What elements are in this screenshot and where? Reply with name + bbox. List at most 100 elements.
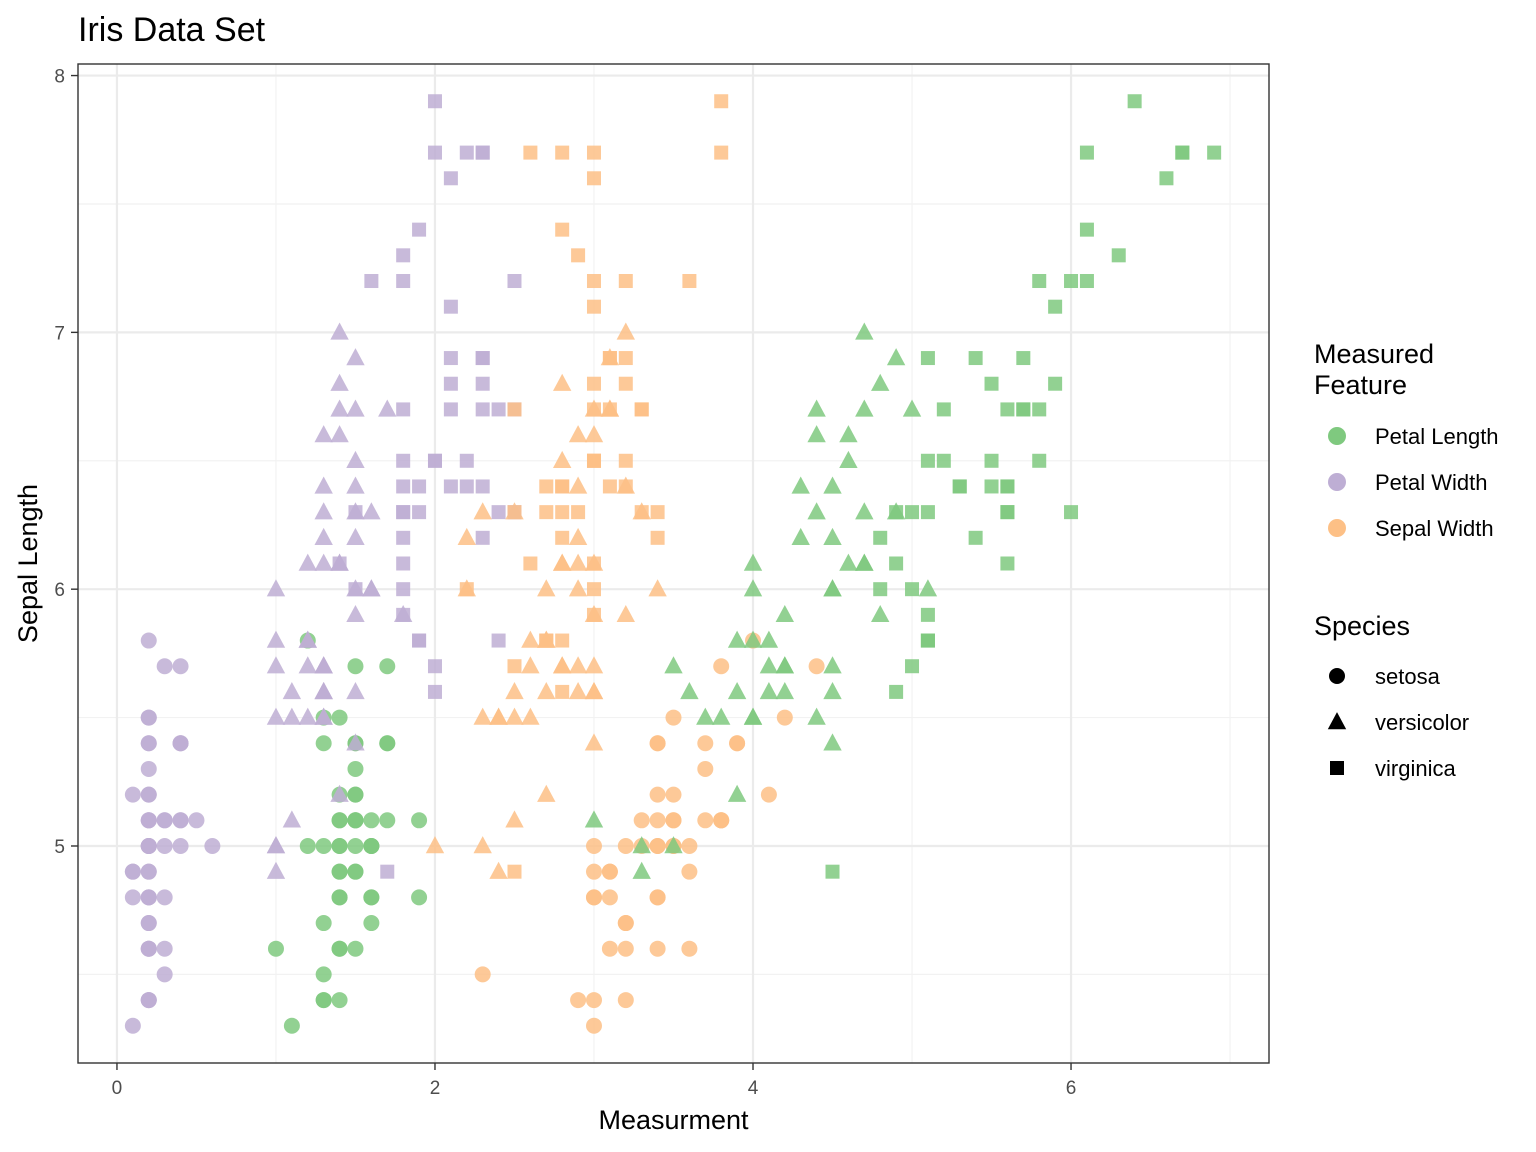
data-point (727, 681, 747, 700)
data-point (905, 505, 920, 520)
x-tick-label: 2 (430, 1078, 441, 1099)
data-point (539, 633, 554, 648)
data-point (568, 425, 588, 443)
data-point (713, 812, 730, 829)
data-point (266, 707, 286, 725)
measured-feature-legend: Measured Feature Petal Length Petal Width S… (1314, 339, 1499, 541)
data-point (1079, 222, 1094, 237)
plot-background (78, 64, 1269, 1063)
data-point (427, 145, 442, 160)
data-point (379, 735, 396, 752)
data-point (346, 399, 365, 417)
data-point (617, 915, 634, 932)
data-point (714, 94, 729, 109)
data-point (617, 992, 634, 1009)
data-point (665, 786, 682, 803)
data-point (172, 735, 189, 752)
data-point (697, 760, 714, 777)
data-point (855, 553, 874, 571)
data-point (649, 940, 666, 957)
x-tick-label: 0 (112, 1078, 123, 1099)
data-point (347, 940, 364, 957)
data-point (665, 812, 682, 829)
data-point (282, 810, 302, 828)
data-point (459, 145, 474, 160)
data-point (743, 579, 763, 597)
data-point (775, 681, 795, 700)
data-point (521, 707, 540, 725)
plot-border (77, 63, 1270, 1064)
data-point (172, 837, 189, 854)
data-point (555, 222, 570, 237)
data-point (775, 656, 795, 674)
data-point (537, 784, 556, 802)
data-point (443, 299, 458, 314)
data-point (140, 992, 157, 1009)
data-point (601, 889, 618, 906)
data-point (539, 479, 554, 494)
data-point (347, 760, 364, 777)
data-point (140, 709, 157, 726)
data-point (363, 889, 380, 906)
data-point (617, 940, 634, 957)
data-point (475, 402, 490, 417)
data-point (568, 656, 588, 674)
data-point (140, 786, 157, 803)
data-point (443, 376, 458, 391)
data-point (315, 735, 332, 752)
data-point (571, 505, 586, 520)
data-point (1175, 145, 1190, 160)
data-point (602, 402, 617, 417)
legend-key-versicolor (1327, 712, 1347, 730)
data-point (568, 681, 588, 700)
data-point (807, 425, 826, 443)
data-point (315, 837, 332, 854)
data-point (552, 373, 572, 391)
series-sepal-width-versicolor (425, 322, 667, 879)
data-point (1079, 145, 1094, 160)
data-point (1000, 479, 1015, 494)
data-point (649, 786, 666, 803)
data-point (266, 579, 286, 597)
data-point (602, 479, 617, 494)
data-point (571, 248, 586, 263)
data-point (140, 760, 157, 777)
x-axis: 0 2 4 6 (112, 1063, 1076, 1099)
data-point (1016, 402, 1031, 417)
series-sepal-width-setosa (474, 632, 825, 1034)
data-point (968, 530, 983, 545)
data-point (618, 376, 633, 391)
data-point (379, 812, 396, 829)
data-point (807, 502, 826, 520)
legend-label: Sepal Width (1375, 516, 1494, 541)
data-point (568, 527, 588, 546)
data-point (491, 505, 506, 520)
data-point (634, 505, 649, 520)
data-point (1127, 94, 1142, 109)
data-point (298, 656, 317, 674)
data-point (823, 733, 842, 751)
data-point (521, 630, 540, 648)
data-point (282, 707, 302, 725)
species-legend: Species setosa versicolor virginica (1314, 611, 1469, 781)
y-axis: 5 6 7 8 (54, 67, 78, 858)
data-point (330, 425, 349, 443)
data-point (396, 248, 411, 263)
data-point (346, 733, 365, 751)
data-point (314, 502, 333, 520)
data-point (412, 479, 427, 494)
series-petal-length-setosa (267, 632, 428, 1034)
data-point (427, 453, 442, 468)
data-point (459, 582, 474, 597)
plot-panel (77, 63, 1270, 1064)
data-point (855, 502, 874, 520)
data-point (396, 530, 411, 545)
data-point (920, 351, 935, 366)
legend-label: Petal Length (1375, 424, 1499, 449)
data-point (473, 836, 492, 854)
data-point (315, 992, 332, 1009)
series-sepal-width-virginica (459, 94, 729, 879)
data-point (649, 889, 666, 906)
data-point (823, 476, 842, 494)
data-point (617, 837, 634, 854)
